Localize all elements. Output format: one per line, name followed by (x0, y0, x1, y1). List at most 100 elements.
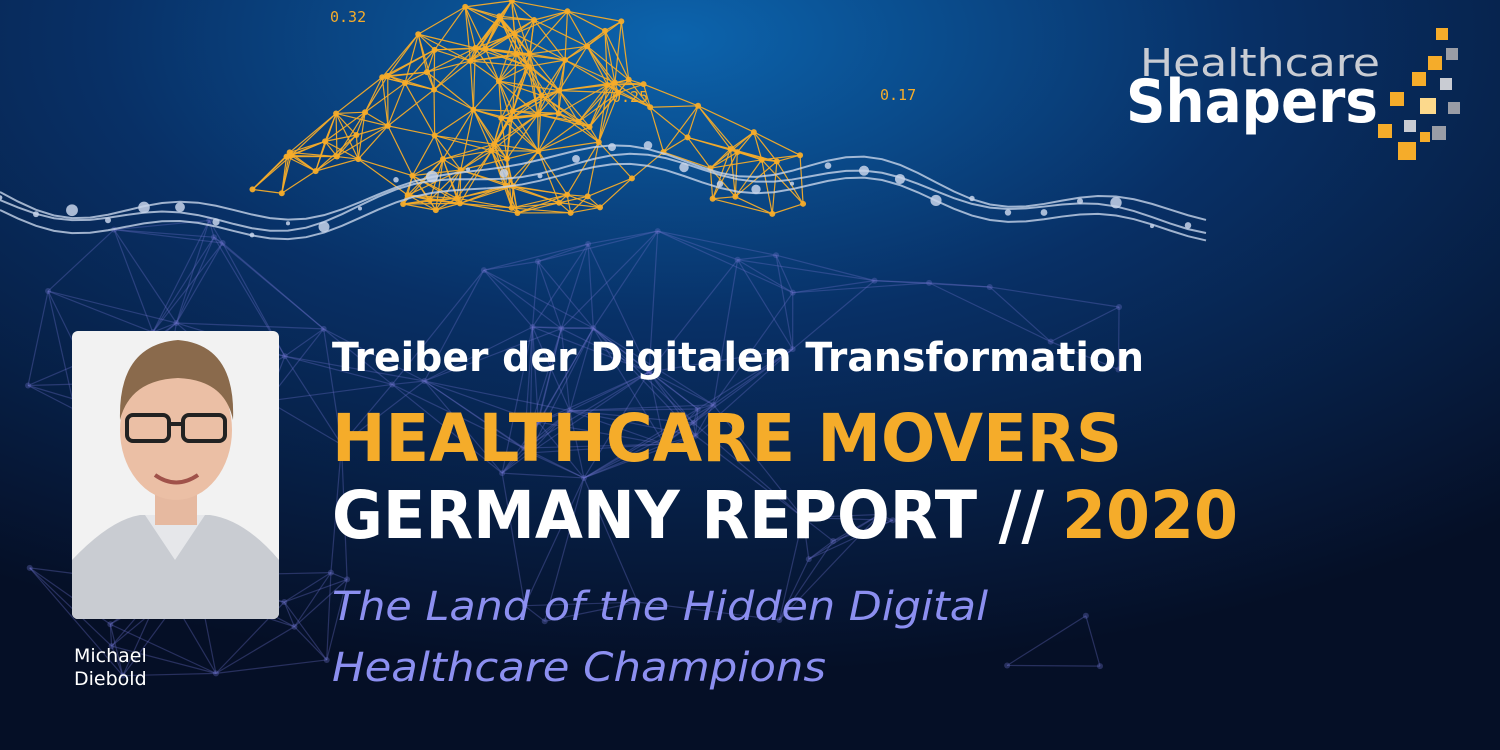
network-element (469, 60, 474, 110)
network-element (564, 59, 608, 86)
network-element (423, 380, 503, 474)
network-element (341, 384, 393, 446)
network-element (323, 328, 393, 385)
network-element (472, 109, 495, 145)
network-element (589, 92, 619, 128)
network-element (426, 170, 438, 183)
network-element (620, 21, 630, 80)
network-element (284, 355, 425, 382)
network-element (538, 126, 590, 152)
network-element (1117, 306, 1120, 370)
network-element (27, 290, 49, 386)
network-element (566, 141, 600, 196)
network-element (364, 111, 389, 127)
network-element (776, 617, 783, 624)
network-element (778, 517, 804, 621)
network-element (775, 254, 875, 282)
network-element (501, 113, 538, 119)
network-element (584, 43, 591, 50)
network-element (391, 269, 485, 385)
network-element (529, 327, 594, 454)
network-element (583, 435, 696, 479)
network-element (640, 81, 647, 88)
network-element (499, 18, 516, 35)
network-element (555, 110, 562, 117)
network-element (267, 383, 393, 402)
network-element (501, 326, 534, 474)
network-element (737, 259, 875, 282)
network-element (472, 80, 500, 111)
network-element (560, 230, 659, 329)
network-element (583, 477, 639, 603)
network-element (459, 202, 512, 209)
network-element (648, 371, 714, 406)
network-element (614, 82, 644, 85)
network-element (498, 53, 517, 82)
network-element (1110, 196, 1122, 209)
network-element (424, 380, 570, 412)
network-element (560, 243, 589, 329)
network-element (586, 46, 608, 86)
network-element (482, 45, 489, 52)
network-element (657, 230, 794, 294)
network-element (737, 259, 794, 350)
network-element (538, 92, 545, 99)
network-element (529, 421, 539, 454)
network-element (426, 47, 476, 73)
network-element (341, 380, 425, 446)
network-element (876, 511, 883, 518)
network-element (506, 158, 514, 187)
network-element (464, 6, 471, 62)
network-element (0, 195, 3, 200)
network-element (384, 72, 391, 79)
network-element (514, 33, 529, 67)
network-element (0, 162, 1207, 242)
network-element (333, 153, 340, 160)
network-element (1007, 664, 1100, 667)
network-element (586, 123, 593, 130)
network-element (532, 326, 650, 373)
network-element (426, 197, 433, 204)
logo: Healthcare Shapers (1126, 28, 1460, 160)
network-element (589, 84, 609, 128)
network-element (523, 327, 594, 449)
network-element (459, 150, 493, 204)
network-element (501, 473, 526, 606)
network-element (712, 292, 794, 406)
network-element (322, 138, 329, 145)
network-element (792, 282, 930, 294)
graphic-label: 0.25 (612, 88, 648, 106)
network-element (592, 327, 650, 373)
network-element (541, 59, 566, 96)
network-element (558, 90, 579, 123)
network-element (122, 672, 216, 677)
network-element (773, 158, 780, 165)
network-element (417, 34, 428, 73)
network-element (333, 110, 340, 117)
network-element (294, 626, 328, 661)
network-element (532, 326, 562, 330)
network-element (805, 556, 812, 563)
network-element (417, 6, 466, 35)
network-element (583, 408, 699, 479)
network-element (357, 112, 366, 160)
network-element (0, 144, 1207, 221)
network-element (498, 115, 505, 122)
network-element (710, 148, 731, 169)
network-element (734, 159, 763, 198)
subtitle: Healthcare Champions (332, 645, 826, 691)
network-element (409, 172, 416, 179)
network-element (278, 190, 285, 197)
network-element (643, 141, 653, 150)
network-element (527, 19, 535, 67)
network-element (523, 328, 562, 449)
network-element (364, 75, 389, 113)
network-element (509, 90, 560, 120)
network-element (491, 150, 514, 187)
logo-squares (1378, 28, 1460, 160)
network-element (663, 105, 699, 153)
network-element (473, 109, 513, 112)
network-element (587, 141, 600, 197)
network-element (434, 135, 462, 171)
network-element (426, 71, 474, 111)
